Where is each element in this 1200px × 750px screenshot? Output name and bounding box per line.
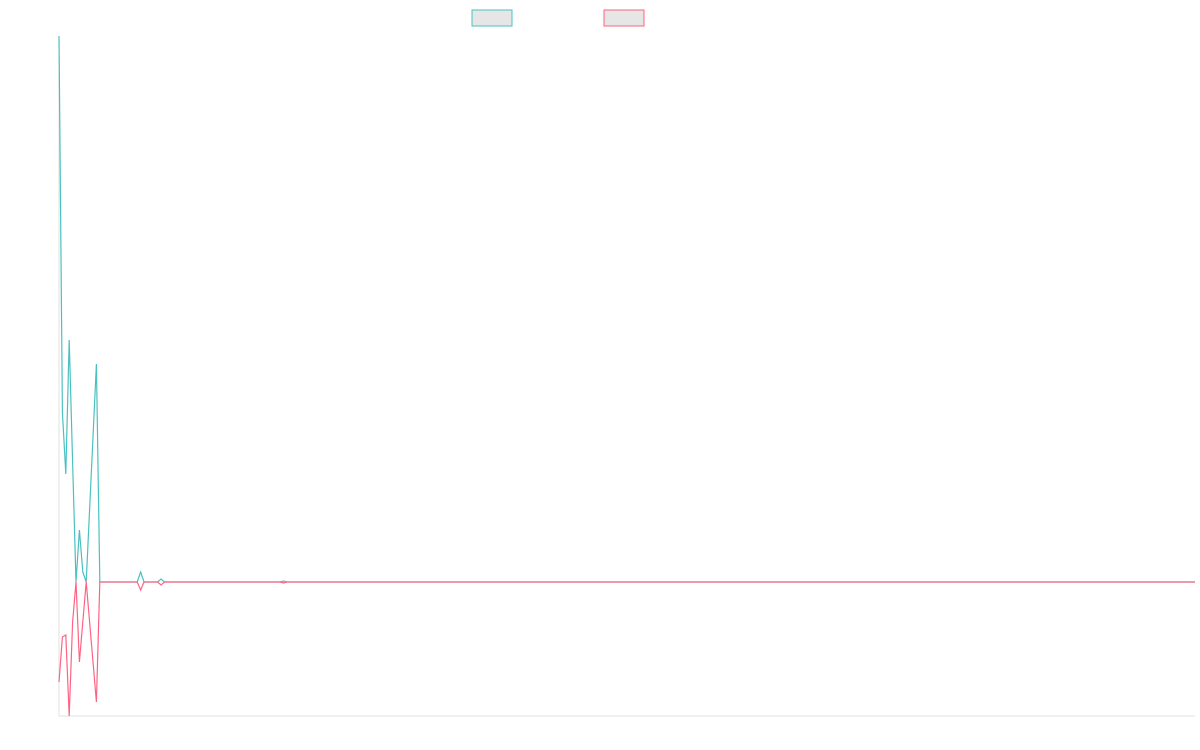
series-line xyxy=(58,35,1195,583)
series-line xyxy=(58,581,1195,717)
legend-swatch[interactable] xyxy=(471,9,513,27)
legend-swatch[interactable] xyxy=(603,9,645,27)
